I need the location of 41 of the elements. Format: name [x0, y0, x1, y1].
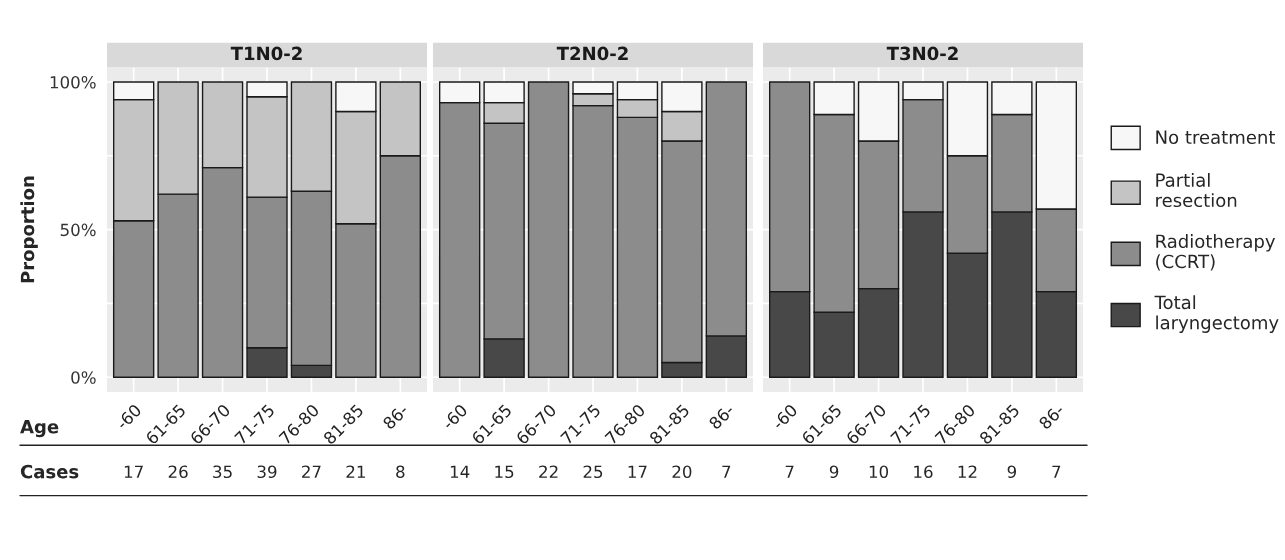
text: 26 — [168, 465, 188, 479]
x-tick-label: -60 — [441, 403, 469, 431]
x-tick-label: -60 — [115, 403, 143, 431]
x-tick-label: 86- — [382, 403, 409, 430]
x-axis-title: Age — [20, 420, 59, 438]
text: 7 — [1052, 465, 1061, 478]
text: 35 — [213, 465, 232, 479]
text: 15 — [495, 465, 514, 479]
text: 7 — [785, 465, 794, 478]
y-tick-label: 50% — [60, 223, 96, 237]
x-tick-label: 86- — [1038, 403, 1065, 430]
bar — [527, 81, 570, 378]
text: 9 — [1007, 465, 1017, 479]
text: 22 — [539, 465, 558, 478]
chart-title: T3N0-2 — [886, 46, 958, 61]
text: 39 — [257, 465, 277, 479]
text: 27 — [302, 465, 321, 478]
x-tick-label: 86- — [708, 403, 735, 430]
text: 25 — [583, 465, 603, 479]
text: 7 — [722, 465, 731, 478]
legend-label: Radiotherapy (CCRT) — [1156, 234, 1276, 271]
y-tick-label: 100% — [50, 75, 96, 89]
text: 20 — [672, 465, 692, 479]
y-axis-title: Proportion — [20, 176, 38, 283]
text: Cases — [20, 464, 79, 479]
text: 9 — [829, 465, 839, 479]
chart-title: T2N0-2 — [556, 46, 628, 61]
text: 12 — [958, 465, 977, 478]
text: 16 — [914, 465, 933, 479]
text: 21 — [346, 465, 365, 478]
text: 17 — [628, 465, 647, 478]
y-tick-label: 0% — [71, 371, 96, 384]
legend-label: Partial resection — [1156, 172, 1237, 208]
text: 14 — [450, 465, 470, 478]
text: 17 — [124, 465, 143, 478]
legend-label: No treatment — [1156, 130, 1276, 145]
text: 10 — [869, 465, 889, 479]
text: 8 — [396, 465, 405, 479]
x-tick-label: -60 — [771, 403, 799, 431]
chart-title: T1N0-2 — [230, 46, 302, 61]
legend-label: Total laryngectomy — [1154, 295, 1279, 333]
